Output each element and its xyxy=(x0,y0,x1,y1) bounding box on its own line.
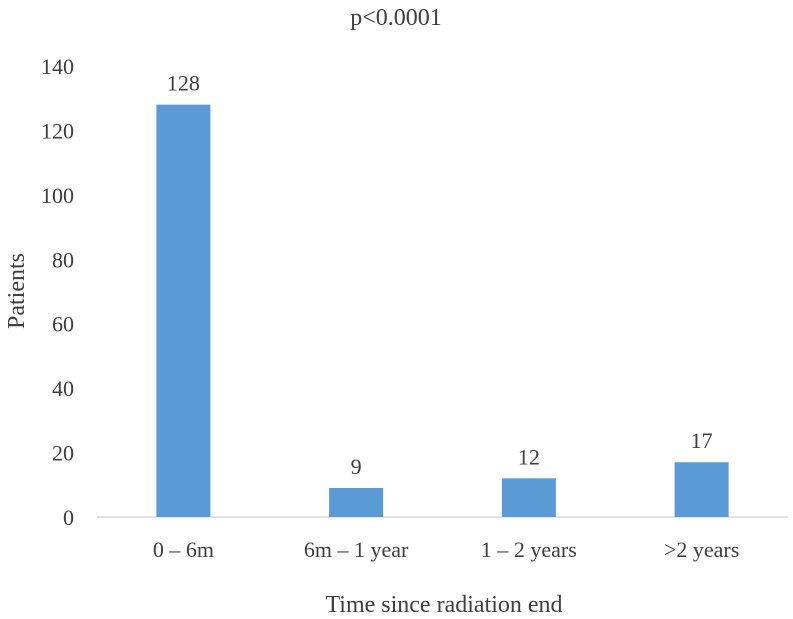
data-label: 128 xyxy=(167,71,200,96)
data-labels-group: 128 9 12 17 xyxy=(167,71,713,479)
x-tick-label: 0 – 6m xyxy=(153,537,214,562)
x-axis-title: Time since radiation end xyxy=(325,592,562,618)
y-tick-label: 0 xyxy=(63,505,74,530)
data-label: 9 xyxy=(351,454,362,479)
bar xyxy=(674,462,729,517)
bar xyxy=(329,488,384,517)
x-axis-ticks: 0 – 6m 6m – 1 year 1 – 2 years >2 years xyxy=(153,537,739,562)
y-tick-label: 100 xyxy=(41,183,74,208)
bars-group xyxy=(156,104,729,518)
chart-title: p<0.0001 xyxy=(350,5,442,31)
y-tick-label: 20 xyxy=(52,441,74,466)
y-tick-label: 60 xyxy=(52,312,74,337)
y-tick-label: 140 xyxy=(41,54,74,79)
data-label: 17 xyxy=(691,428,713,453)
x-tick-label: 1 – 2 years xyxy=(481,537,577,562)
y-axis-title: Patients xyxy=(4,253,30,329)
x-tick-label: 6m – 1 year xyxy=(304,537,409,562)
y-axis-ticks: 0 20 40 60 80 100 120 140 xyxy=(41,54,74,530)
y-tick-label: 40 xyxy=(52,376,74,401)
y-tick-label: 120 xyxy=(41,118,74,143)
data-label: 12 xyxy=(518,444,540,469)
y-tick-label: 80 xyxy=(52,247,74,272)
bar xyxy=(156,104,211,518)
bar xyxy=(501,478,556,517)
x-tick-label: >2 years xyxy=(664,537,739,562)
